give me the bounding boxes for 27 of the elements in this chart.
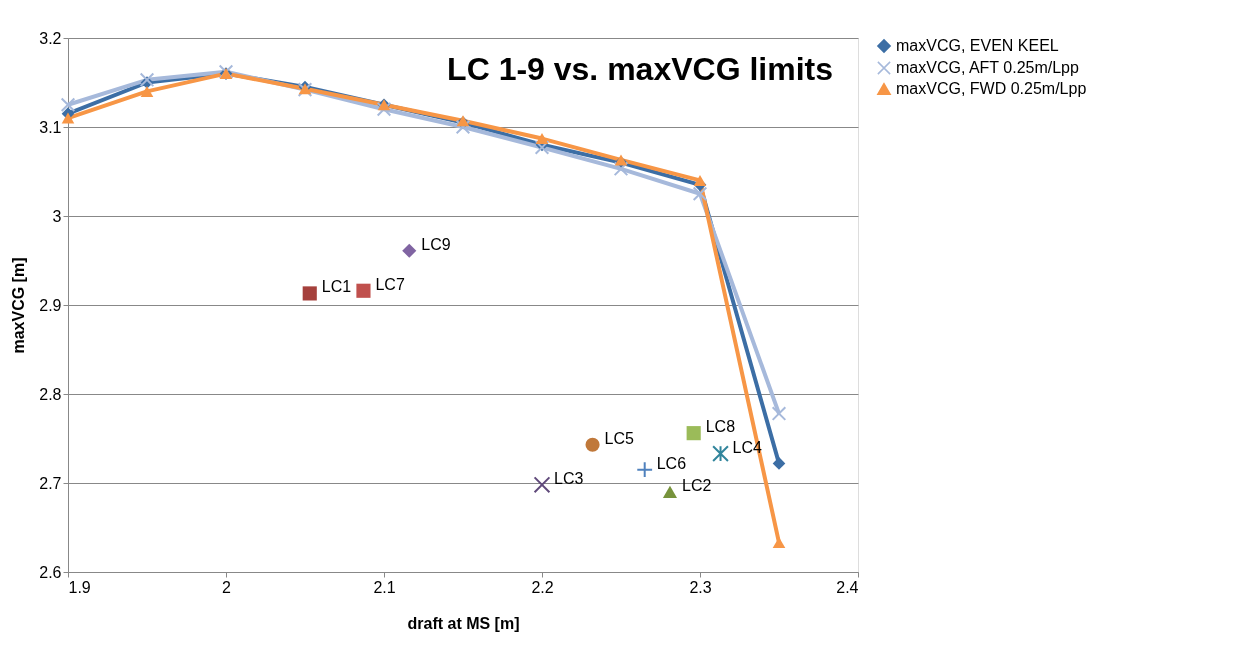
legend-label: maxVCG, FWD 0.25m/Lpp [896,80,1087,97]
series-label: LC2 [681,476,712,494]
series-label: LC8 [705,418,736,436]
y-tick-label: 2.9 [39,296,62,314]
y-tick-label: 2.7 [39,474,62,492]
y-tick-label: 3.1 [39,118,62,136]
series-label: LC1 [321,278,352,296]
series-label: LC7 [375,275,405,293]
x-tick-label: 2.3 [689,578,712,596]
y-tick-label: 2.6 [39,563,62,581]
legend-label: maxVCG, EVEN KEEL [896,37,1059,54]
series-label: LC5 [604,429,635,447]
y-tick-label: 3 [52,207,62,225]
y-tick-label: 3.2 [39,29,62,47]
x-tick-label: 2.1 [373,578,396,596]
x-tick-label: 2.4 [836,578,859,596]
x-tick-label: 1.9 [68,578,91,596]
y-tick-label: 2.8 [39,385,62,403]
series-label: LC3 [554,469,584,487]
chart-title: LC 1-9 vs. maxVCG limits [447,51,833,87]
series-label: LC6 [656,454,687,472]
series-label: LC9 [421,235,451,253]
legend-label: maxVCG, AFT 0.25m/Lpp [896,59,1079,76]
x-tick-label: 2 [222,578,232,596]
x-axis-title: draft at MS [m] [407,614,520,632]
x-tick-label: 2.2 [531,578,554,596]
y-axis-title: maxVCG [m] [10,257,28,354]
